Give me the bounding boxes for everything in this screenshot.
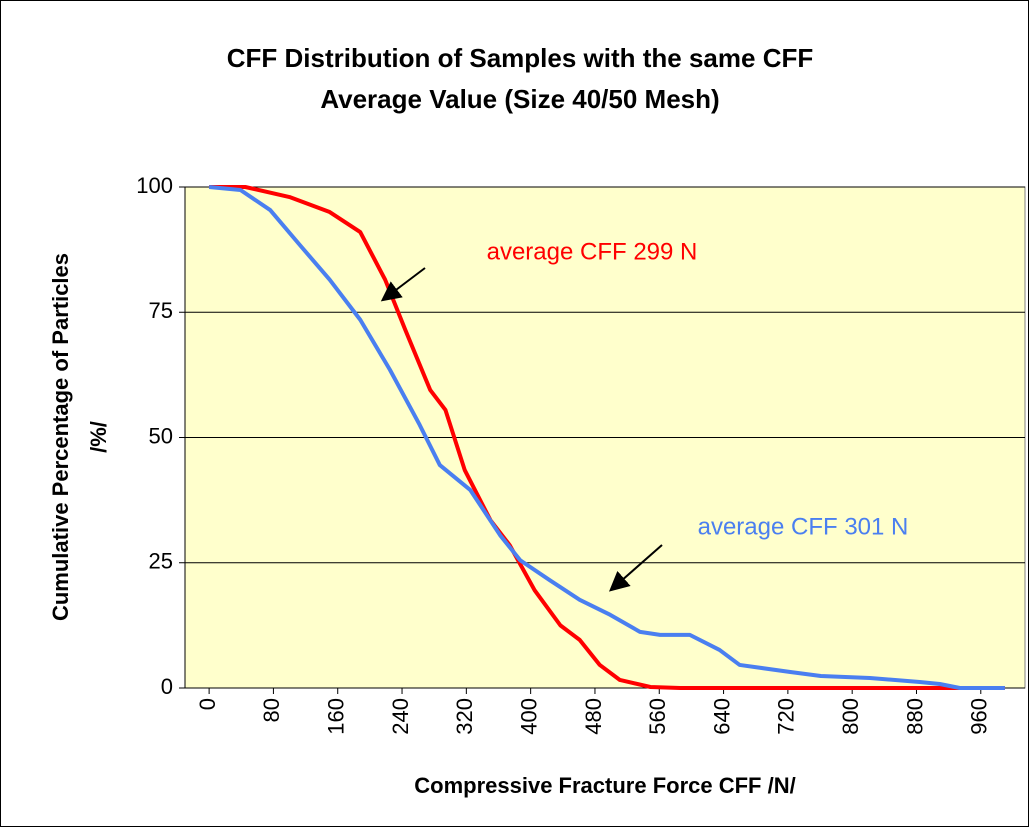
y-axis-title: Cumulative Percentage of Particles [48,253,73,621]
annotation-arrow [608,544,663,592]
x-tick-label: 240 [388,698,413,735]
y-tick-label: 25 [149,549,173,574]
y-axis-title: /%/ [86,421,111,453]
annotation: average CFF 301 N [698,513,909,540]
data-line [209,185,1005,690]
y-tick-label: 100 [136,173,173,198]
x-tick-label: 480 [581,698,606,735]
x-axis-title: Compressive Fracture Force CFF /N/ [414,773,795,798]
y-tick-label: 75 [149,298,173,323]
x-tick-label: 560 [645,698,670,735]
x-tick-label: 800 [838,698,863,735]
y-tick-label: 0 [161,674,173,699]
x-tick-label: 400 [516,698,541,735]
x-tick-label: 640 [709,698,734,735]
chart-title: CFF Distribution of Samples with the sam… [227,43,814,73]
x-tick-label: 160 [324,698,349,735]
x-tick-label: 880 [902,698,927,735]
x-tick-label: 320 [452,698,477,735]
x-tick-label: 720 [774,698,799,735]
x-tick-label: 80 [259,698,284,722]
data-line [208,185,1005,690]
chart-title: Average Value (Size 40/50 Mesh) [320,84,719,114]
y-tick-label: 50 [149,423,173,448]
annotation-arrow [380,267,426,302]
x-tick-label: 0 [195,698,220,710]
annotation: average CFF 299 N [487,238,698,265]
x-tick-label: 960 [967,698,992,735]
